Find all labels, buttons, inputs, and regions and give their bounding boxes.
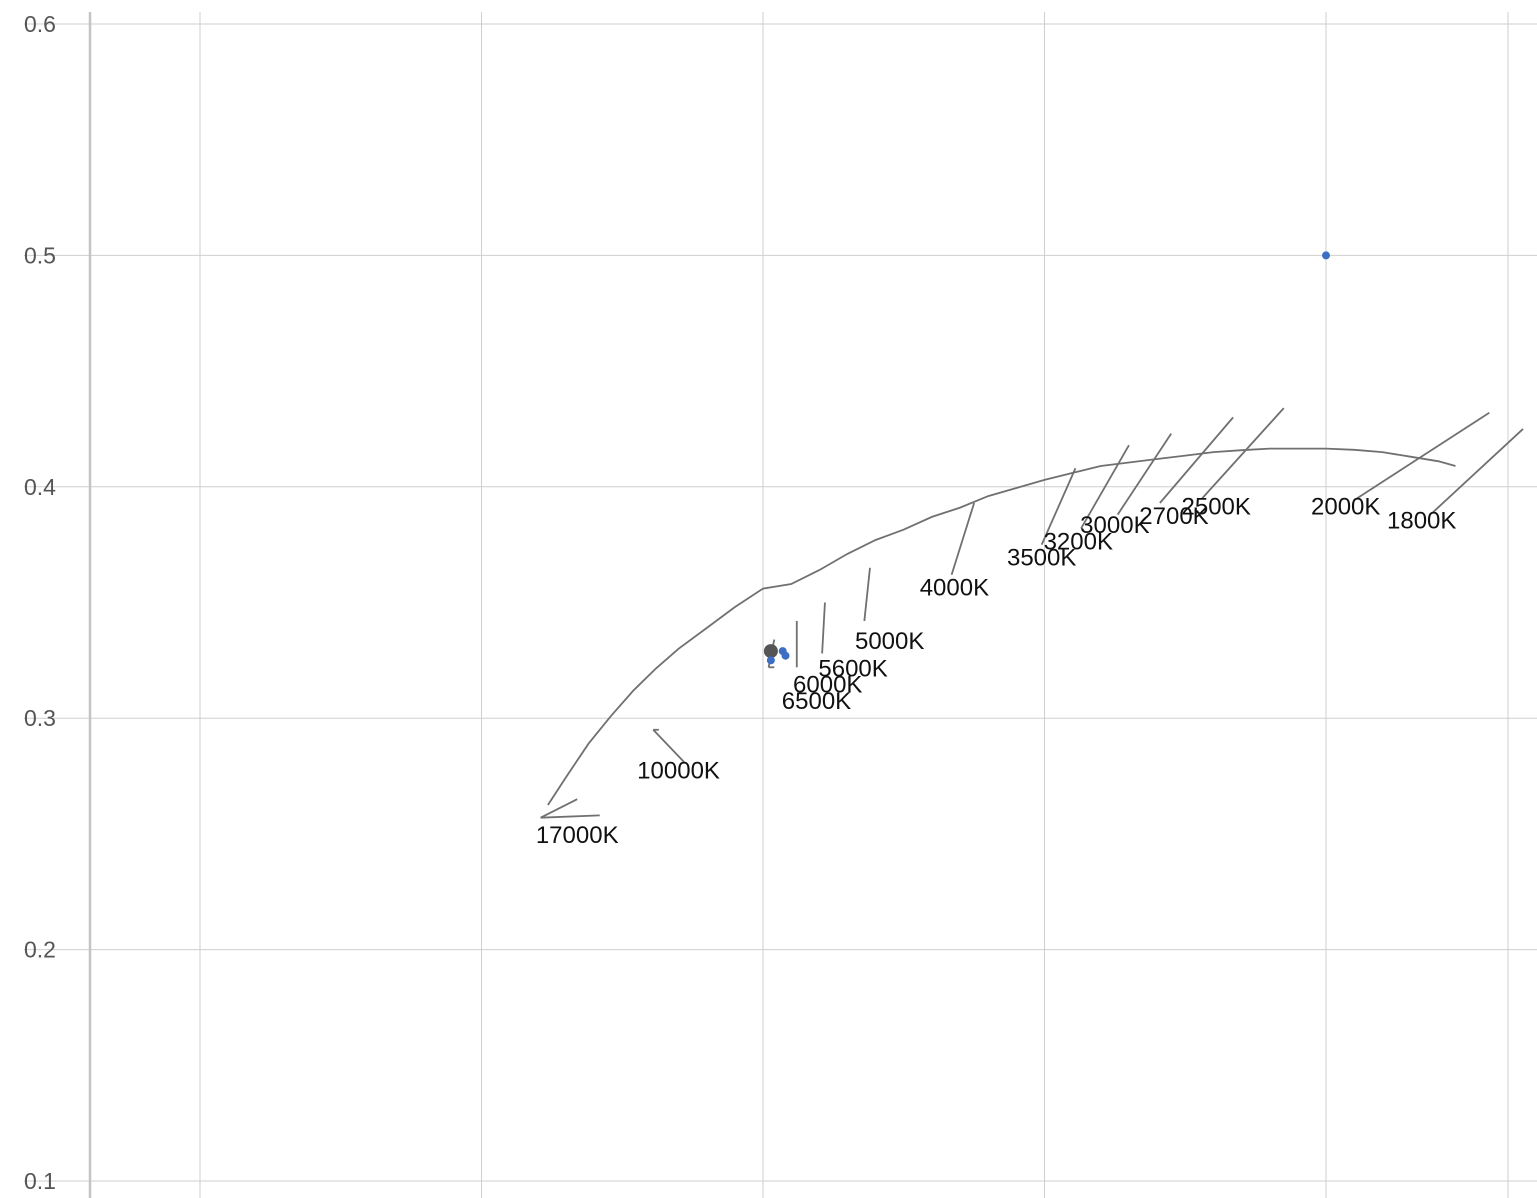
cct-label-3200K: 3200K (1044, 528, 1113, 555)
cct-label-6000K: 6000K (793, 672, 862, 699)
isotherm-17000K (540, 798, 578, 819)
cct-label-2700K: 2700K (1139, 503, 1208, 530)
y-tick-label: 0.2 (24, 937, 56, 963)
cct-label-5600K: 5600K (818, 656, 887, 683)
isotherm-3000K (1116, 433, 1172, 516)
data-point (1322, 251, 1330, 260)
isotherm-3500K (1040, 467, 1077, 546)
isotherm-5600K (821, 602, 826, 654)
isotherm-2500K (1201, 407, 1285, 499)
cct-label-17000K: 17000K (536, 822, 619, 849)
cct-label-2500K: 2500K (1182, 494, 1251, 521)
isotherm-leader-17000K (540, 814, 600, 819)
y-tick-label: 0.3 (24, 705, 56, 731)
isotherm-5000K (863, 567, 871, 622)
isotherm-lines (540, 407, 1524, 819)
y-tick-labels: 0.1 0.2 0.3 0.4 0.5 0.6 (24, 11, 56, 1194)
cct-label-2000K: 2000K (1311, 494, 1380, 521)
y-tick-label: 0.1 (24, 1168, 56, 1194)
data-point (781, 651, 790, 660)
y-tick-label: 0.4 (24, 474, 56, 500)
grid-lines (24, 12, 1537, 1198)
y-tick-label: 0.5 (24, 242, 56, 268)
cct-label-4000K: 4000K (920, 575, 989, 602)
cct-label-10000K: 10000K (637, 757, 720, 784)
cct-label-1800K: 1800K (1387, 507, 1456, 534)
cct-label-6500K: 6500K (782, 688, 851, 715)
data-points (763, 251, 1330, 665)
isotherm-4000K (950, 502, 975, 576)
planckian-locus-line (547, 447, 1456, 806)
isotherm-3200K (1080, 444, 1130, 529)
data-point (763, 644, 778, 659)
cct-label-3000K: 3000K (1080, 512, 1149, 539)
cct-label-3500K: 3500K (1007, 544, 1076, 571)
cct-label-5000K: 5000K (855, 628, 924, 655)
planckian-locus (547, 447, 1456, 806)
isotherm-1800K (1432, 428, 1524, 513)
data-point (766, 656, 775, 665)
isotherm-2000K (1356, 411, 1490, 500)
isotherm-leader-10000K (652, 729, 685, 763)
isotherm-2700K (1159, 416, 1234, 504)
y-tick-label: 0.6 (24, 11, 56, 37)
